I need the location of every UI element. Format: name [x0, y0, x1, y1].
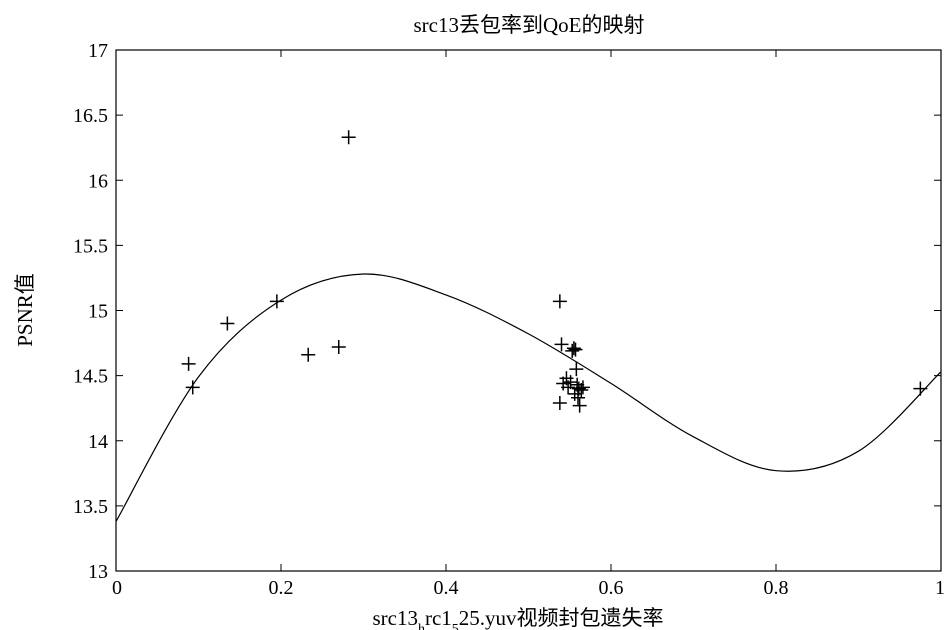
- x-axis: 0 0.2 0.4 0.6 0.8 1: [112, 50, 945, 599]
- data-point: [185, 380, 200, 395]
- data-point: [552, 395, 567, 410]
- data-point: [565, 343, 580, 358]
- y-tick-label: 14.5: [73, 366, 108, 388]
- x-tick-label: 0.6: [599, 577, 624, 599]
- data-point: [913, 381, 928, 396]
- x-tick-label: 0.4: [434, 577, 459, 599]
- y-tick-label: 16: [88, 170, 108, 192]
- data-point: [220, 316, 235, 331]
- data-point: [571, 390, 585, 405]
- y-axis: 13 13.5 14 14.5 15 15.5 16 16.5 17: [73, 40, 941, 583]
- y-tick-label: 13: [88, 561, 108, 583]
- data-point: [568, 342, 583, 357]
- data-point: [552, 294, 567, 309]
- data-point: [566, 341, 581, 356]
- x-tick-label: 1: [935, 577, 945, 599]
- fit-curve: [115, 273, 942, 522]
- fit-curve-layer: [115, 273, 942, 522]
- data-point: [572, 398, 587, 413]
- data-point: [301, 347, 316, 362]
- data-point: [181, 356, 196, 371]
- data-point: [269, 294, 284, 309]
- data-point: [331, 339, 346, 354]
- x-axis-label: src13hrc1525.yuv视频封包遗失率: [372, 606, 663, 630]
- y-tick-label: 16.5: [73, 105, 108, 127]
- scatter-points-layer: [181, 130, 928, 413]
- y-axis-label: PSNR值: [13, 273, 37, 347]
- y-tick-label: 17: [88, 40, 108, 62]
- y-tick-label: 14: [88, 431, 108, 453]
- data-point: [341, 130, 356, 145]
- x-tick-label: 0.2: [269, 577, 294, 599]
- chart-title: src13丢包率到QoE的映射: [414, 13, 645, 37]
- data-point: [569, 362, 584, 377]
- y-tick-label: 15.5: [73, 235, 108, 257]
- x-tick-label: 0.8: [764, 577, 789, 599]
- plot-frame: [115, 49, 942, 572]
- data-point: [574, 382, 589, 397]
- y-tick-label: 13.5: [73, 496, 108, 518]
- data-point: [563, 375, 578, 390]
- y-tick-label: 15: [88, 301, 108, 323]
- x-tick-label: 0: [112, 577, 122, 599]
- data-point: [575, 380, 590, 395]
- data-point: [554, 337, 569, 352]
